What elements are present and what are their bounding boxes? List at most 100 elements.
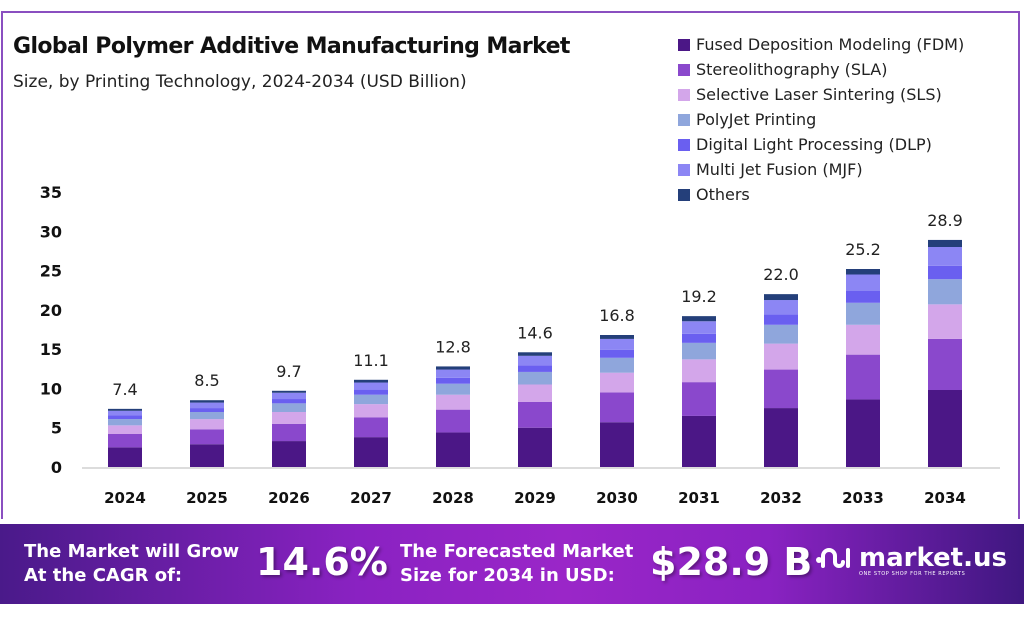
forecast-caption: The Forecasted Market Size for 2034 in U… [400, 540, 633, 588]
legend-label: Fused Deposition Modeling (FDM) [696, 35, 965, 54]
bar-total-label: 25.2 [845, 240, 881, 259]
y-tick-label: 0 [51, 458, 62, 477]
bar-segment [354, 404, 388, 418]
legend-swatch [678, 88, 690, 101]
bar-segment [682, 333, 716, 343]
bar-segment [846, 269, 880, 275]
bar-segment [846, 302, 880, 325]
legend-label: Digital Light Processing (DLP) [696, 135, 932, 154]
bar-segment [272, 390, 306, 393]
legend-label: Others [696, 185, 750, 204]
x-tick-label: 2024 [104, 489, 146, 507]
bar-segment [190, 408, 224, 412]
bar-segment [846, 324, 880, 355]
bar-total-label: 14.6 [517, 323, 553, 342]
legend-item-dlp: Digital Light Processing (DLP) [678, 132, 964, 157]
bar-segment [846, 274, 880, 291]
x-tick-label: 2027 [350, 489, 392, 507]
stacked-bar-chart: 051015202530357.420248.520259.7202611.12… [40, 183, 1000, 507]
bar-stack-2027 [354, 379, 388, 467]
legend-label: PolyJet Printing [696, 110, 817, 129]
y-tick-label: 25 [40, 262, 62, 281]
legend-item-fdm: Fused Deposition Modeling (FDM) [678, 32, 964, 57]
bar-total-label: 9.7 [276, 362, 301, 381]
legend-label: Multi Jet Fusion (MJF) [696, 160, 863, 179]
market-us-logo-icon [815, 544, 851, 577]
bar-segment [764, 294, 798, 301]
bar-segment [108, 410, 142, 416]
bar-segment [436, 432, 470, 467]
forecast-value: $28.9 B [650, 540, 813, 584]
bar-segment [108, 434, 142, 448]
bar-segment [600, 349, 634, 358]
bar-segment [600, 335, 634, 339]
bar-stack-2026 [272, 390, 306, 467]
market-us-logo-name: market.us [859, 542, 1007, 573]
x-tick-label: 2028 [432, 489, 474, 507]
x-tick-label: 2029 [514, 489, 556, 507]
y-tick-label: 15 [40, 340, 62, 359]
bar-stack-2033 [846, 269, 880, 467]
bar-segment [846, 354, 880, 400]
x-tick-label: 2034 [924, 489, 966, 507]
bar-segment [928, 239, 962, 247]
legend-swatch [678, 63, 690, 76]
bar-segment [354, 379, 388, 383]
bar-segment [682, 415, 716, 467]
x-tick-label: 2025 [186, 489, 228, 507]
bar-segment [764, 300, 798, 315]
bar-segment [436, 409, 470, 433]
legend-swatch [678, 163, 690, 176]
bar-segment [764, 324, 798, 344]
cagr-caption: The Market will Grow At the CAGR of: [24, 540, 239, 588]
bar-total-label: 16.8 [599, 306, 635, 325]
legend-item-polyjet: PolyJet Printing [678, 107, 964, 132]
bar-segment [764, 369, 798, 409]
bar-segment [764, 314, 798, 325]
bar-segment [436, 377, 470, 384]
bar-segment [600, 372, 634, 393]
bar-segment [354, 389, 388, 395]
forecast-caption-line2: Size for 2034 in USD: [400, 565, 615, 586]
bar-segment [600, 338, 634, 350]
bar-stack-2025 [190, 400, 224, 467]
bar-stack-2029 [518, 352, 552, 467]
bar-segment [518, 427, 552, 467]
bar-segment [928, 279, 962, 305]
bar-total-label: 19.2 [681, 287, 717, 306]
bar-segment [190, 429, 224, 445]
bar-segment [518, 401, 552, 428]
bar-segment [682, 321, 716, 334]
bar-segment [518, 371, 552, 385]
bar-segment [436, 369, 470, 378]
bar-total-label: 22.0 [763, 265, 799, 284]
chart-title: Global Polymer Additive Manufacturing Ma… [13, 34, 570, 59]
y-tick-label: 10 [40, 379, 62, 398]
bar-segment [600, 357, 634, 373]
bar-segment [518, 384, 552, 402]
bar-stack-2024 [108, 408, 142, 467]
y-tick-label: 30 [40, 222, 62, 241]
legend-label: Stereolithography (SLA) [696, 60, 888, 79]
bar-segment [518, 365, 552, 372]
y-tick-label: 20 [40, 301, 62, 320]
bar-stack-2028 [436, 366, 470, 467]
bar-segment [928, 304, 962, 339]
x-tick-label: 2033 [842, 489, 884, 507]
cagr-caption-line2: At the CAGR of: [24, 565, 183, 586]
bar-segment [108, 419, 142, 426]
legend-item-sla: Stereolithography (SLA) [678, 57, 964, 82]
legend-swatch [678, 188, 690, 201]
bar-segment [436, 383, 470, 395]
bar-segment [518, 352, 552, 356]
bar-stack-2030 [600, 335, 634, 467]
bar-segment [764, 408, 798, 467]
bar-segment [108, 425, 142, 434]
cagr-value: 14.6% [256, 540, 388, 584]
bar-segment [272, 399, 306, 404]
market-us-logo: market.us ONE STOP SHOP FOR THE REPORTS [815, 544, 1007, 577]
bar-total-label: 11.1 [353, 351, 389, 370]
legend-item-sls: Selective Laser Sintering (SLS) [678, 82, 964, 107]
bar-segment [600, 392, 634, 423]
bar-stack-2034 [928, 239, 962, 467]
